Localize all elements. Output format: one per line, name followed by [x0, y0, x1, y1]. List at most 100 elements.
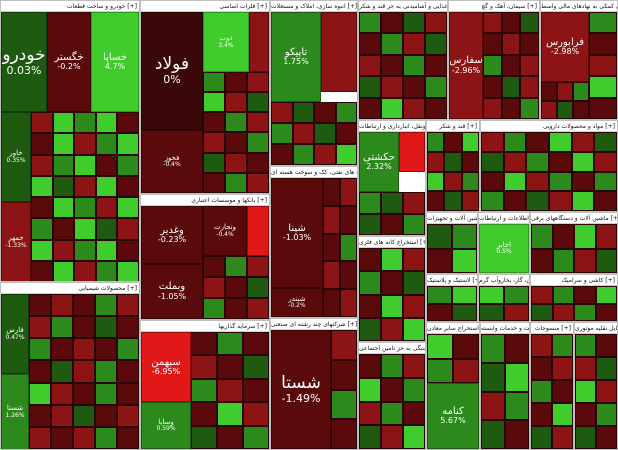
tile-small[interactable] [427, 224, 452, 249]
tile-small[interactable] [503, 151, 527, 172]
tile-small[interactable] [381, 192, 403, 214]
tile-small[interactable] [526, 132, 549, 152]
tile-small[interactable] [589, 33, 617, 55]
tile-small[interactable] [359, 401, 381, 426]
tile-small[interactable] [427, 303, 452, 321]
tile-small[interactable] [31, 197, 53, 219]
tile-small[interactable] [52, 218, 75, 240]
tile-small[interactable] [52, 239, 75, 261]
tile-small[interactable] [403, 192, 425, 214]
tile-small[interactable] [225, 132, 247, 153]
sector-tile[interactable]: کاشی و سرامیک [+] [530, 274, 618, 322]
tile-small[interactable] [203, 256, 225, 277]
tile-small[interactable] [340, 261, 357, 290]
tile-small[interactable] [52, 197, 75, 219]
tile-small[interactable] [74, 154, 96, 176]
tile-khemehr[interactable]: خمهر -1.33% [1, 202, 31, 281]
tile-small[interactable] [323, 178, 340, 206]
tile-small[interactable] [95, 382, 117, 405]
tile-small[interactable] [453, 334, 479, 359]
tile-small[interactable] [403, 12, 425, 34]
tile-small[interactable] [117, 175, 139, 197]
tile-small[interactable] [243, 378, 269, 403]
tile-small[interactable] [403, 33, 425, 55]
tile-small[interactable] [403, 213, 425, 235]
tile-small[interactable] [548, 171, 572, 192]
tile-small[interactable] [403, 317, 425, 341]
sector-sugar[interactable]: قند و شکر [+] [426, 120, 480, 212]
tile-small[interactable] [323, 261, 340, 290]
tile-small[interactable] [552, 426, 573, 449]
tile-small[interactable] [247, 256, 269, 277]
tile-small[interactable] [95, 426, 117, 449]
tile-small[interactable] [557, 82, 573, 101]
tile-small[interactable] [95, 316, 117, 339]
tile-small[interactable] [51, 360, 73, 383]
sector-chemical[interactable]: محصولات شیمیایی [+] فارس 0.47% شستا 1.26… [0, 282, 140, 450]
tile-kanas[interactable]: کنامه 5.67% [427, 383, 479, 449]
tile-small[interactable] [381, 248, 403, 272]
tile-small[interactable] [481, 391, 505, 421]
tile-small[interactable] [453, 358, 479, 383]
tile-small[interactable] [444, 132, 462, 152]
tile-small[interactable] [359, 33, 381, 55]
tile-small[interactable] [403, 54, 425, 77]
tile-small[interactable] [403, 97, 425, 119]
sector-basic-metals[interactable]: فلزات اساسی [+] فولاد 0% ذوب 3.4% فخوز -… [140, 0, 270, 194]
tile-small[interactable] [314, 123, 336, 144]
tile-small[interactable] [359, 76, 381, 98]
tile-small[interactable] [483, 76, 502, 98]
tile-small[interactable] [203, 172, 225, 193]
tile-small[interactable] [203, 298, 225, 319]
tile-small[interactable] [381, 97, 403, 119]
sector-rubber[interactable]: لاستیک و پلاستیک [+] [426, 274, 478, 322]
tile-small[interactable] [225, 72, 247, 93]
tile-small[interactable] [403, 401, 425, 426]
tile-small[interactable] [427, 151, 445, 172]
sector-investment[interactable]: سرمایه گذاریها [+] سبهمن -6.95% وساپا 0.… [140, 320, 270, 450]
tile-small[interactable] [531, 224, 553, 249]
tile-small[interactable] [191, 425, 217, 449]
tile-small[interactable] [247, 172, 269, 193]
tile-small[interactable] [425, 97, 447, 119]
tile-small[interactable] [335, 144, 357, 165]
tile-kaveh[interactable] [249, 12, 269, 72]
tile-small[interactable] [95, 294, 117, 317]
tile-small[interactable] [359, 425, 381, 449]
tile-small[interactable] [203, 132, 225, 153]
tile-small[interactable] [74, 239, 96, 261]
tile-small[interactable] [461, 151, 479, 172]
tile-small[interactable] [314, 102, 336, 123]
tile-small[interactable] [203, 72, 225, 93]
tile-small[interactable] [225, 112, 247, 133]
tile-small[interactable] [541, 100, 557, 119]
tile-small[interactable] [359, 377, 381, 402]
tile-khegostar[interactable]: خگستر -0.2% [47, 12, 91, 112]
tile-small[interactable] [29, 294, 51, 317]
tile-small[interactable] [452, 248, 477, 273]
tile-small[interactable] [575, 380, 596, 403]
tile-small[interactable] [505, 362, 529, 392]
tile-small[interactable] [117, 316, 139, 339]
tile-small[interactable] [340, 289, 357, 317]
tile-small[interactable] [271, 102, 293, 123]
tile-shebandar[interactable]: شبندر -0.2% [271, 288, 323, 317]
tile-small[interactable] [548, 132, 572, 152]
tile-sebahman[interactable]: سبهمن -6.95% [141, 332, 191, 402]
tile-small[interactable] [531, 286, 553, 304]
tile-akhaber[interactable]: اخابر 0.5% [479, 224, 529, 273]
tile-small[interactable] [51, 404, 73, 427]
tile-small[interactable] [51, 426, 73, 449]
sector-refinery[interactable]: فراورده های نفتی، کک و سوخت هسته ای [+] … [270, 166, 358, 318]
tile-small[interactable] [425, 33, 447, 55]
tile-small[interactable] [117, 154, 139, 176]
tile-faraboors[interactable]: فرابورس -2.98% [541, 12, 589, 82]
tile-small[interactable] [381, 425, 403, 449]
tile-small[interactable] [574, 224, 596, 249]
sector-electric[interactable]: ماشین آلات و دستگاههای برقی [+] [530, 212, 618, 274]
tile-small[interactable] [117, 382, 139, 405]
tile-small[interactable] [117, 239, 139, 261]
tile-small[interactable] [596, 426, 617, 449]
tile-small[interactable] [595, 224, 617, 249]
tile-small[interactable] [574, 248, 596, 273]
